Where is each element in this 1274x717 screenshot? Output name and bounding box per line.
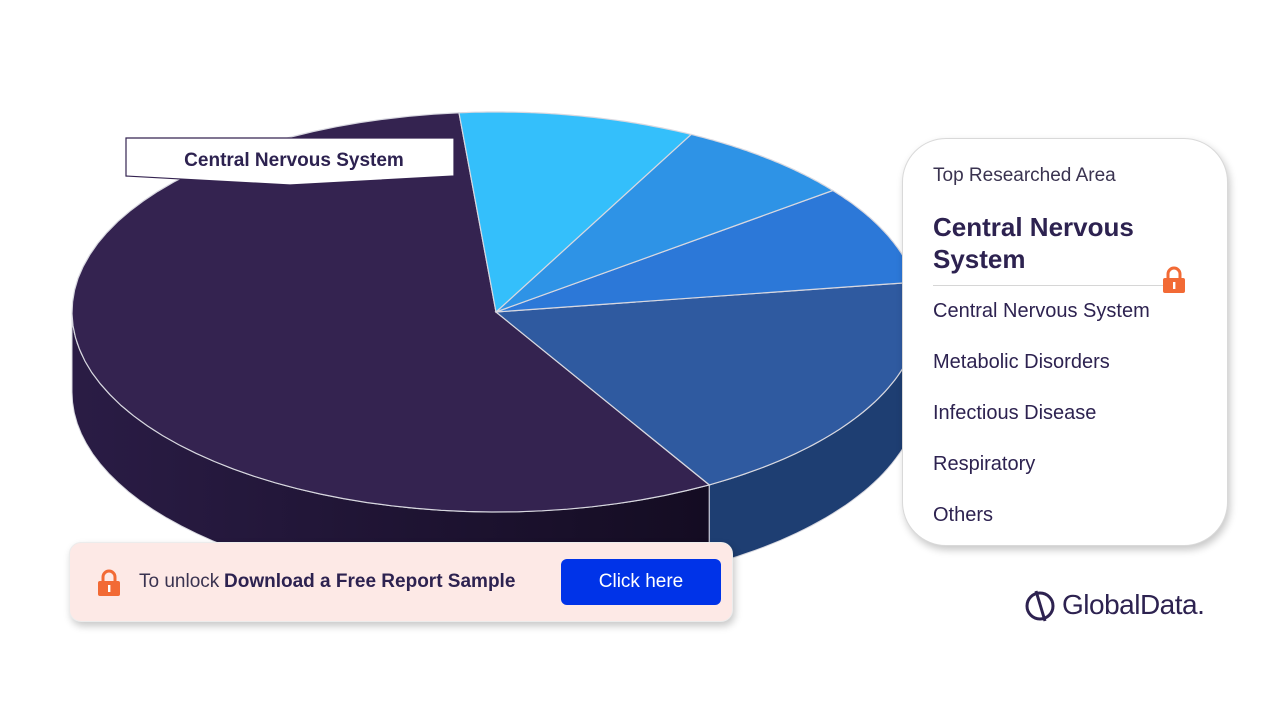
download-sample-text: Download a Free Report Sample [224,571,516,592]
legend-item: Respiratory [933,453,1036,475]
unlock-prefix-text: To unlock [139,571,220,592]
legend-item: Infectious Disease [933,402,1097,424]
pie-slice [495,133,835,313]
top-area-value: Central Nervous System [933,212,1134,274]
globaldata-logo-icon [1024,587,1058,628]
legend-subtitle: Top Researched Area [933,165,1116,186]
legend-item: Central Nervous System [933,300,1150,322]
lock-icon [96,568,122,603]
legend-list: Central Nervous System Metabolic Disorde… [933,297,1150,552]
callout: Central Nervous System [125,137,455,186]
click-here-button[interactable]: Click here [561,559,721,605]
brand-name: GlobalData. [1062,589,1205,620]
unlock-banner: To unlock Download a Free Report Sample … [69,542,733,622]
legend-item: Others [933,504,994,526]
legend-divider [933,285,1165,286]
callout-label: Central Nervous System [184,150,404,171]
lock-icon [1161,265,1187,300]
pie-slice [458,111,693,314]
legend-item: Metabolic Disorders [933,351,1110,373]
legend-card: Top Researched Area Central Nervous Syst… [902,138,1228,546]
